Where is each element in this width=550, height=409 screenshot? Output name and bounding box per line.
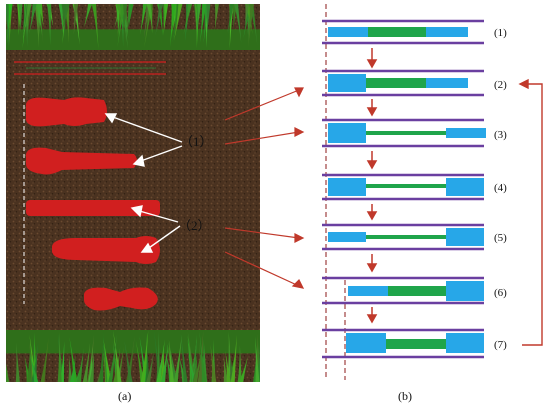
soil-cross-section: （1） （2） [6, 4, 260, 382]
stage-label-1: (1) [494, 27, 507, 39]
stage-1: (1) [322, 19, 507, 45]
loop-arrow [518, 78, 543, 346]
stage-5: (5) [322, 223, 507, 251]
callout-arrows [104, 113, 183, 253]
connector-arrows [225, 87, 305, 289]
stage-label-7: (7) [494, 339, 507, 351]
bottom-grass [6, 330, 260, 382]
stage-6: (6) [322, 276, 507, 305]
stage-label-5: (5) [494, 232, 507, 244]
injection-hole-5 [84, 287, 158, 311]
stage-label-3: (3) [494, 129, 507, 141]
stage-4: (4) [322, 173, 507, 201]
caption-b: (b) [398, 389, 412, 403]
stage-7: (7) [322, 328, 507, 359]
callout-label-1: （1） [180, 134, 213, 149]
stage-2: (2) [322, 69, 507, 97]
stage-diagram: (1) (2) (3) (4) (5) [322, 4, 543, 380]
stage-label-4: (4) [494, 182, 507, 194]
caption-a: (a) [118, 389, 132, 403]
stage-label-6: (6) [494, 287, 507, 299]
stage-arrows [366, 48, 378, 324]
top-grass [6, 4, 260, 50]
injection-hole-1 [26, 97, 107, 127]
injection-hole-2 [26, 147, 137, 175]
injection-hole-3 [26, 200, 160, 216]
stage-3: (3) [322, 118, 507, 148]
injection-hole-4 [52, 236, 160, 264]
callout-label-2: （2） [178, 218, 211, 233]
stage-label-2: (2) [494, 79, 507, 91]
soil-background [6, 4, 260, 382]
